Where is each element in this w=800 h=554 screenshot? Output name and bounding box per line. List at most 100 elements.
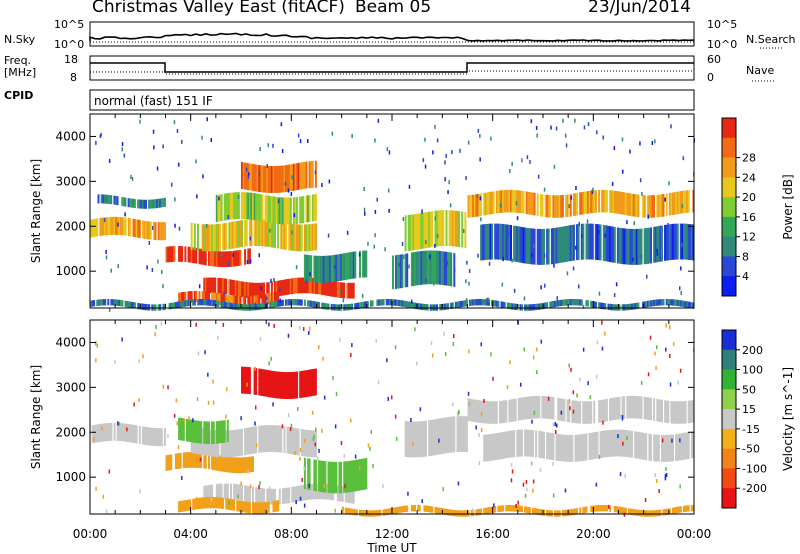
power-cell xyxy=(626,228,629,265)
power-cell xyxy=(418,213,421,250)
velocity-cell xyxy=(538,395,541,419)
power-cell xyxy=(506,302,509,309)
power-cell xyxy=(579,299,582,306)
velocity-cell xyxy=(212,497,215,509)
velocity-cell xyxy=(269,370,272,398)
power-cell xyxy=(178,246,181,262)
power-cell xyxy=(91,300,94,307)
power-cell xyxy=(247,296,250,308)
velocity-cell xyxy=(483,508,486,515)
power-cell xyxy=(90,300,92,307)
velocity-cell xyxy=(613,505,616,513)
power-cell xyxy=(601,302,604,310)
power-cell xyxy=(288,278,291,295)
velocity-cell xyxy=(123,423,125,442)
velocity-cell xyxy=(349,487,352,504)
velocity-cell xyxy=(307,430,310,457)
velocity-cell xyxy=(645,433,648,461)
power-speckle xyxy=(562,118,564,123)
velocity-cell xyxy=(225,430,228,458)
velocity-speckle xyxy=(421,499,423,504)
power-cell xyxy=(579,192,582,215)
power-speckle xyxy=(151,268,154,272)
power-speckle xyxy=(206,117,208,122)
velocity-cell xyxy=(580,434,583,462)
power-cell xyxy=(379,299,382,306)
power-speckle xyxy=(480,217,482,222)
velocity-cell xyxy=(255,487,258,503)
velocity-cell xyxy=(692,400,695,423)
velocity-cell xyxy=(687,505,690,512)
power-cell xyxy=(398,254,401,289)
velocity-speckle xyxy=(532,355,535,360)
power-cell xyxy=(245,282,248,298)
power-cell xyxy=(288,223,291,251)
power-cell xyxy=(137,303,140,310)
velocity-cell xyxy=(596,431,599,459)
velocity-speckle xyxy=(299,447,302,452)
freq-panel-frame xyxy=(89,55,695,81)
power-cell xyxy=(439,210,442,247)
power-cell xyxy=(208,299,210,306)
power-cell xyxy=(365,250,368,278)
velocity-cell xyxy=(683,401,685,424)
velocity-speckle xyxy=(658,489,660,494)
velocity-cell xyxy=(616,397,619,420)
power-speckle xyxy=(566,271,569,276)
power-cell xyxy=(352,282,355,299)
velocity-cell xyxy=(157,428,160,447)
power-cell xyxy=(236,280,239,297)
velocity-speckle xyxy=(536,370,538,375)
power-cell xyxy=(582,191,585,215)
power-cell xyxy=(261,294,264,306)
power-cell xyxy=(248,192,251,220)
velocity-cell xyxy=(181,500,184,512)
power-cell xyxy=(277,300,280,307)
velocity-cell xyxy=(508,505,511,512)
power-cell xyxy=(516,303,519,311)
power-cell xyxy=(313,223,316,251)
power-speckle xyxy=(555,126,558,131)
power-cell xyxy=(233,280,236,296)
velocity-speckle xyxy=(391,395,393,400)
power-cell xyxy=(675,223,678,260)
velocity-speckle xyxy=(431,353,434,358)
velocity-cell xyxy=(593,432,596,460)
velocity-cell xyxy=(492,506,495,513)
power-cell xyxy=(266,282,269,298)
power-cell xyxy=(171,246,174,262)
power-colorbar-segment xyxy=(722,197,736,218)
velocity-cell xyxy=(590,432,593,460)
power-cell xyxy=(288,197,291,225)
velocity-cell xyxy=(252,502,254,514)
power-cell xyxy=(228,251,231,267)
velocity-cell xyxy=(525,429,528,457)
velocity-cell xyxy=(510,399,512,422)
velocity-cell xyxy=(612,429,615,457)
power-cell xyxy=(522,191,525,214)
power-cell xyxy=(447,252,450,286)
power-cell xyxy=(543,302,545,309)
velocity-cell xyxy=(651,510,654,517)
power-cell xyxy=(195,247,198,264)
power-cell xyxy=(310,161,313,188)
power-cell xyxy=(527,228,530,264)
velocity-cell xyxy=(283,426,286,454)
power-cell xyxy=(105,217,108,236)
power-cell xyxy=(248,282,251,299)
velocity-cell xyxy=(439,507,442,515)
power-cell xyxy=(159,304,162,311)
power-speckle xyxy=(656,252,659,256)
power-speckle xyxy=(364,211,366,216)
velocity-cell xyxy=(237,429,240,457)
power-speckle xyxy=(479,133,481,138)
colorbar-tick-label: 28 xyxy=(742,152,756,165)
power-cell xyxy=(266,219,269,247)
power-cell xyxy=(184,300,187,307)
power-cell xyxy=(692,302,695,309)
velocity-cell xyxy=(612,397,615,421)
velocity-cell xyxy=(514,398,517,422)
velocity-cell xyxy=(228,430,231,458)
power-speckle xyxy=(384,247,386,252)
power-cell xyxy=(182,291,185,304)
